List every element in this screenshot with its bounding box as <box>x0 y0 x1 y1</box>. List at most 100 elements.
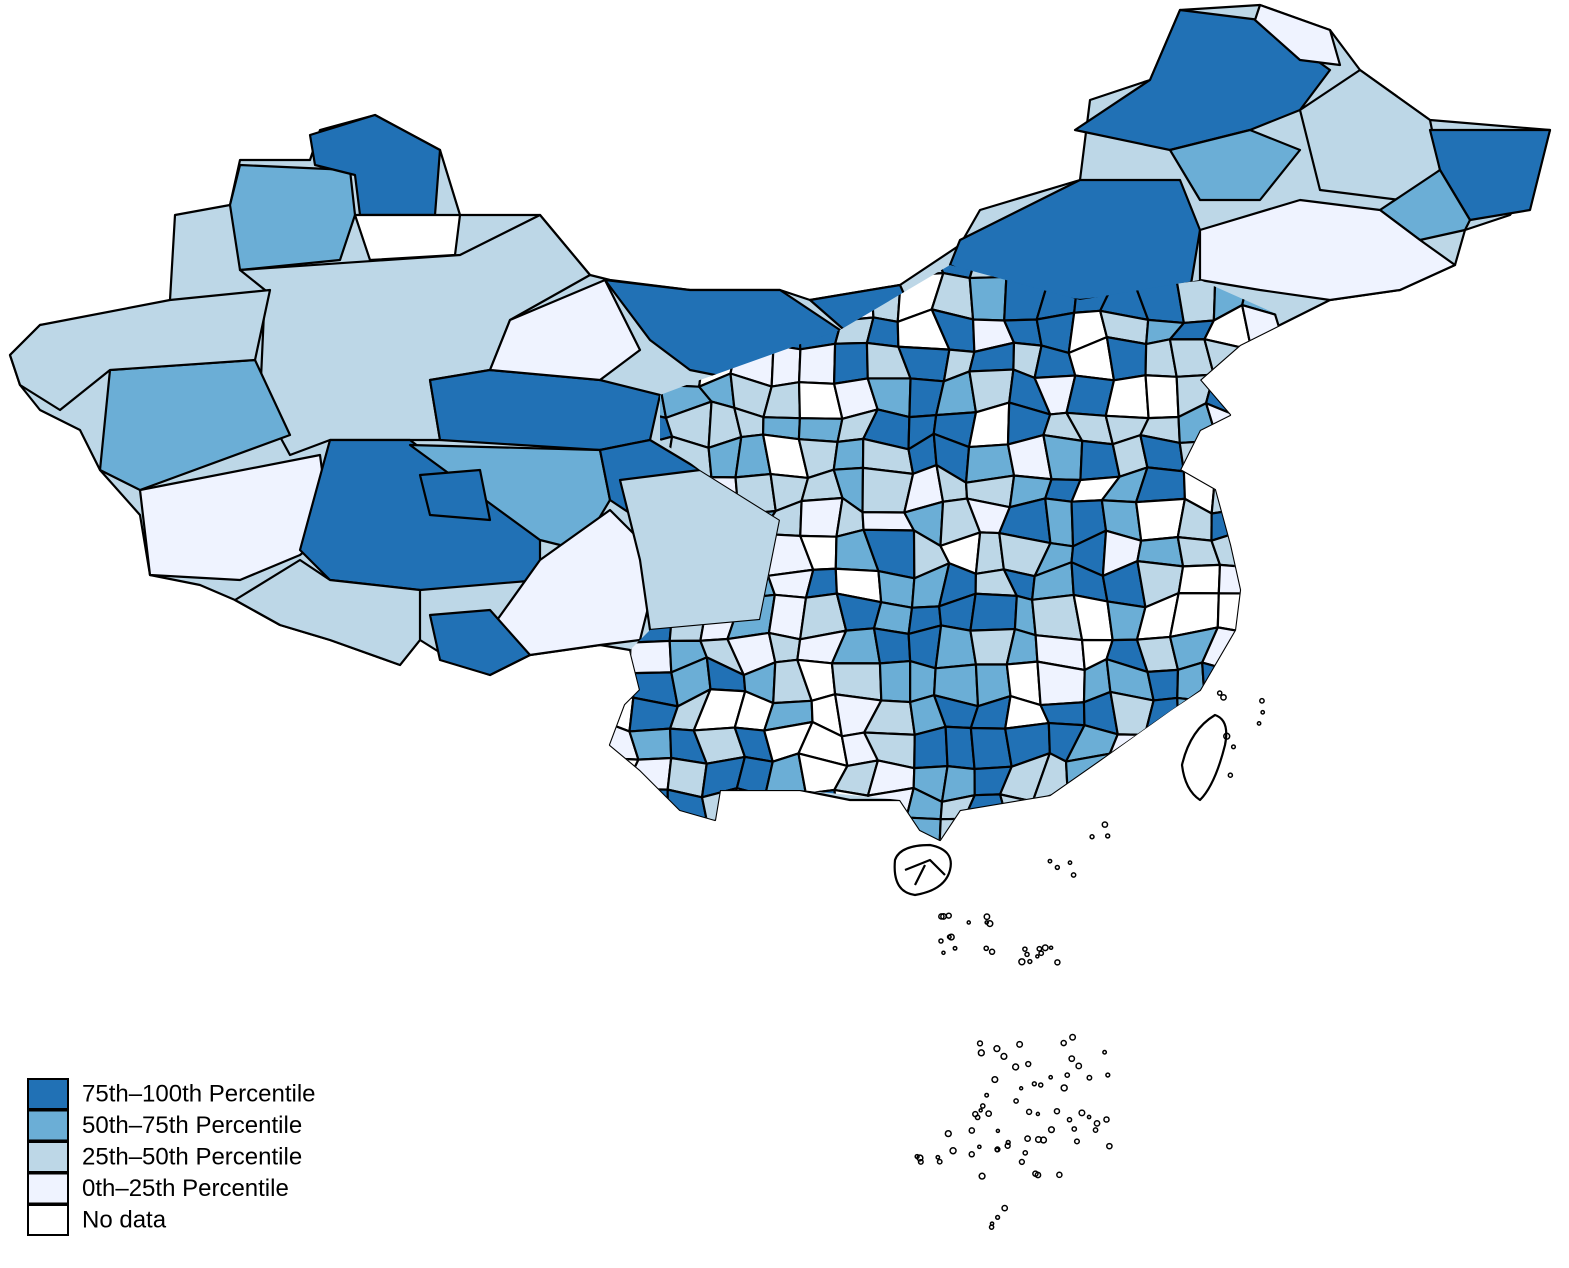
island <box>1005 1139 1011 1146</box>
prefecture <box>1201 661 1256 707</box>
prefecture <box>666 788 708 834</box>
island <box>1230 744 1237 750</box>
prefecture <box>1214 439 1256 476</box>
prefecture <box>623 787 670 834</box>
island <box>1048 1074 1054 1080</box>
prefecture <box>767 819 812 840</box>
regions <box>8 3 1552 897</box>
island <box>994 1146 1001 1153</box>
legend-label: 75th–100th Percentile <box>82 1080 316 1107</box>
island <box>983 913 991 921</box>
prefecture <box>1105 336 1148 382</box>
prefecture <box>1133 756 1183 792</box>
prefecture <box>1109 690 1155 736</box>
legend-label: No data <box>82 1206 167 1233</box>
island <box>994 1214 1001 1220</box>
prefecture <box>1239 375 1288 419</box>
prefecture <box>610 826 644 840</box>
island <box>1041 944 1049 952</box>
region <box>228 163 357 272</box>
legend-swatch <box>27 1172 69 1205</box>
prefecture <box>1143 733 1180 769</box>
prefecture <box>1039 701 1086 727</box>
region <box>418 468 492 522</box>
prefecture <box>1065 817 1106 840</box>
island <box>1093 1119 1101 1127</box>
legend-label: 25th–50th Percentile <box>82 1143 302 1170</box>
island <box>1256 721 1262 726</box>
island <box>1053 1107 1061 1115</box>
island <box>985 1110 993 1118</box>
prefecture <box>772 265 811 282</box>
prefecture <box>610 696 635 733</box>
island <box>1060 1039 1067 1047</box>
prefecture <box>1217 563 1257 595</box>
prefecture <box>872 627 912 665</box>
island <box>1104 833 1111 839</box>
prefecture <box>610 671 635 703</box>
island <box>1067 860 1073 866</box>
legend-label: 50th–75th Percentile <box>82 1112 302 1139</box>
island <box>917 1158 924 1165</box>
island <box>979 1103 986 1109</box>
prefecture <box>1236 785 1290 832</box>
island <box>968 1127 976 1134</box>
island <box>974 1114 981 1121</box>
prefecture <box>658 818 708 840</box>
island <box>1025 1108 1033 1116</box>
island <box>995 1128 1001 1134</box>
region <box>233 558 422 667</box>
island <box>946 934 952 940</box>
prefecture <box>1246 592 1289 638</box>
island <box>1102 1049 1108 1055</box>
prefecture <box>763 792 808 832</box>
prefecture <box>963 817 1009 840</box>
prefecture <box>804 827 849 840</box>
prefecture <box>1250 342 1286 387</box>
prefecture <box>1216 592 1250 634</box>
island <box>1075 1062 1083 1070</box>
island <box>991 1075 999 1084</box>
island <box>1069 1033 1077 1041</box>
prefecture <box>1212 796 1241 832</box>
prefecture <box>865 265 915 277</box>
island <box>1004 1142 1011 1149</box>
island <box>1025 1060 1032 1068</box>
island <box>986 920 994 928</box>
island <box>945 912 952 919</box>
prefecture <box>1235 446 1288 479</box>
island <box>1092 1127 1099 1133</box>
island <box>1024 1135 1031 1143</box>
prefecture <box>800 265 841 292</box>
island <box>1054 864 1061 871</box>
island <box>1016 1040 1024 1048</box>
region <box>1198 198 1457 302</box>
prefecture <box>1175 277 1217 325</box>
island <box>1259 697 1265 704</box>
legend-swatch <box>27 1141 69 1173</box>
prefecture <box>696 818 737 840</box>
prefecture <box>1045 815 1073 840</box>
prefecture <box>968 275 1008 322</box>
region <box>428 608 532 677</box>
prefecture <box>797 417 844 444</box>
island <box>1068 1055 1076 1063</box>
island <box>1103 1116 1110 1123</box>
island <box>977 1144 982 1150</box>
prefecture <box>1237 721 1279 764</box>
prefecture <box>1239 701 1277 725</box>
prefecture <box>865 316 900 348</box>
prefecture <box>1140 824 1187 840</box>
prefecture <box>1177 563 1222 595</box>
island <box>1013 1098 1019 1104</box>
prefecture <box>1245 528 1283 570</box>
island <box>984 1092 990 1098</box>
island <box>938 913 945 920</box>
island <box>1031 1081 1038 1087</box>
island <box>944 1129 952 1138</box>
prefecture <box>1100 752 1147 802</box>
island <box>1070 872 1077 878</box>
island <box>978 1172 986 1180</box>
prefecture <box>1236 821 1281 840</box>
